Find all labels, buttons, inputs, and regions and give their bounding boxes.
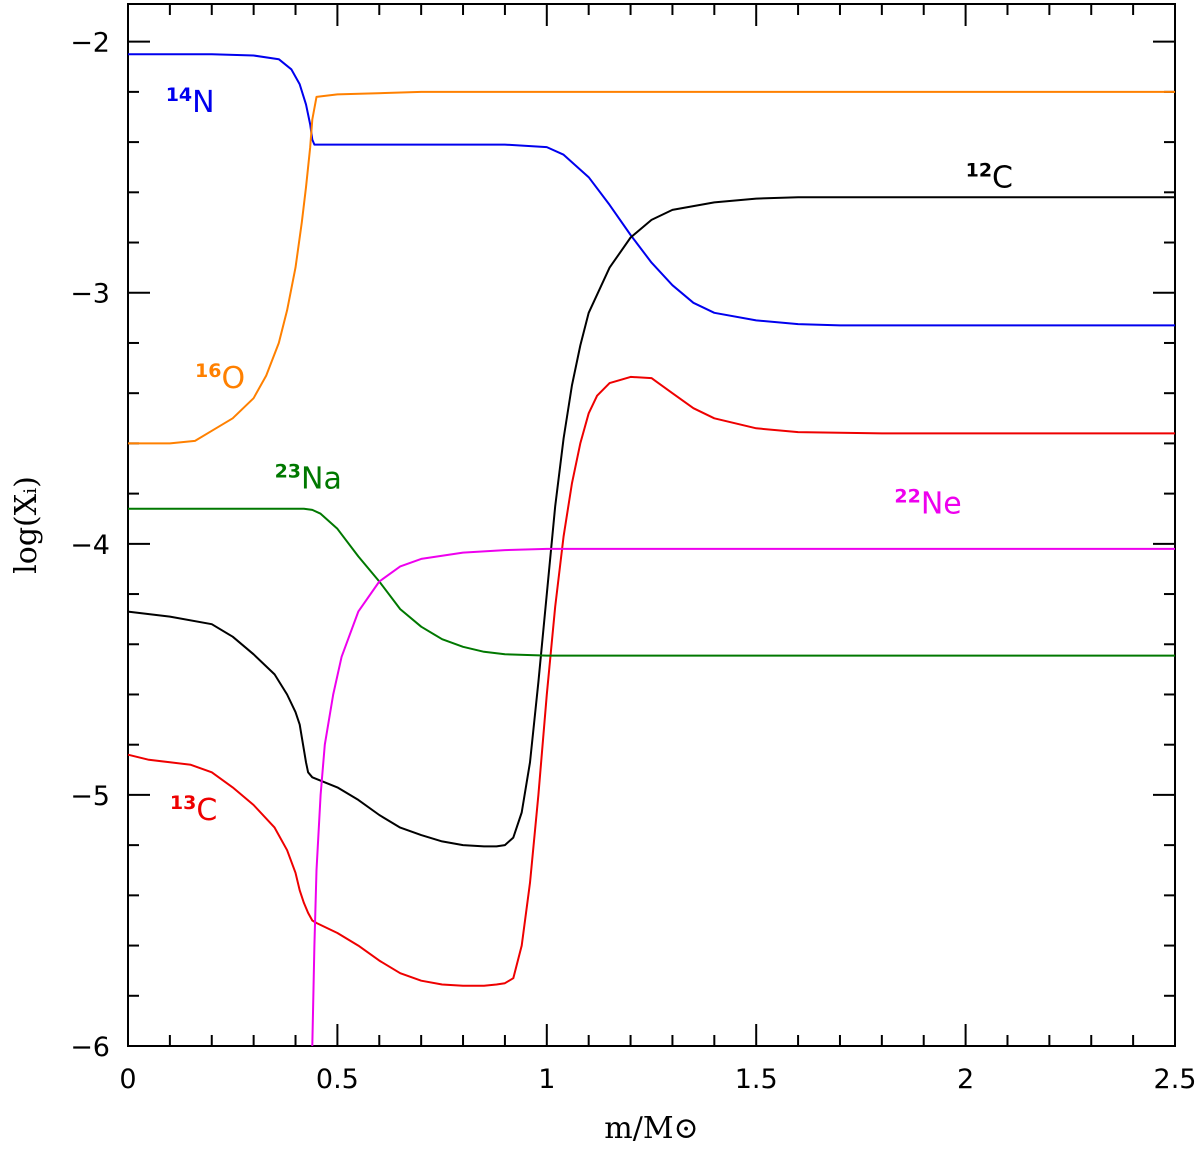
series-label-16O: 16O: [195, 360, 245, 396]
x-tick-label: 0.5: [316, 1064, 359, 1095]
x-tick-label: 2.5: [1154, 1064, 1197, 1095]
series-line-22Ne: [311, 547, 1175, 1047]
series-label-12C: 12C: [966, 159, 1013, 195]
series-lines: [127, 53, 1175, 1047]
y-tick-label: −6: [70, 1032, 110, 1063]
x-tick-label: 1: [538, 1064, 555, 1095]
series-label-14N: 14N: [166, 84, 215, 120]
series-line-16O: [128, 90, 1175, 445]
y-axis-label: log(Xᵢ): [9, 476, 44, 574]
axis-ticks: [127, 4, 1176, 1047]
plot-frame: [127, 3, 1176, 1047]
y-tick-label: −2: [70, 28, 110, 59]
x-tick-label: 2: [957, 1064, 974, 1095]
series-label-23Na: 23Na: [275, 461, 342, 497]
series-line-12C: [127, 196, 1175, 848]
series-label-22Ne: 22Ne: [894, 486, 961, 522]
x-tick-label: 1.5: [735, 1064, 778, 1095]
y-tick-label: −3: [70, 279, 110, 310]
series-label-13C: 13C: [170, 792, 217, 828]
series-line-14N: [128, 53, 1175, 327]
series-line-13C: [127, 375, 1175, 987]
axis-tick-labels: 0 0.5 1 1.5 2 2.5 −2 −3 −4 −5 −6: [70, 28, 1196, 1095]
series-line-23Na: [128, 507, 1175, 657]
series-labels: 14N 16O 12C 13C 23Na 22Ne: [166, 84, 1013, 828]
y-tick-label: −5: [70, 781, 110, 812]
y-tick-label: −4: [70, 530, 110, 561]
x-axis-label: m/M⊙: [604, 1111, 698, 1146]
x-tick-label: 0: [119, 1064, 136, 1095]
